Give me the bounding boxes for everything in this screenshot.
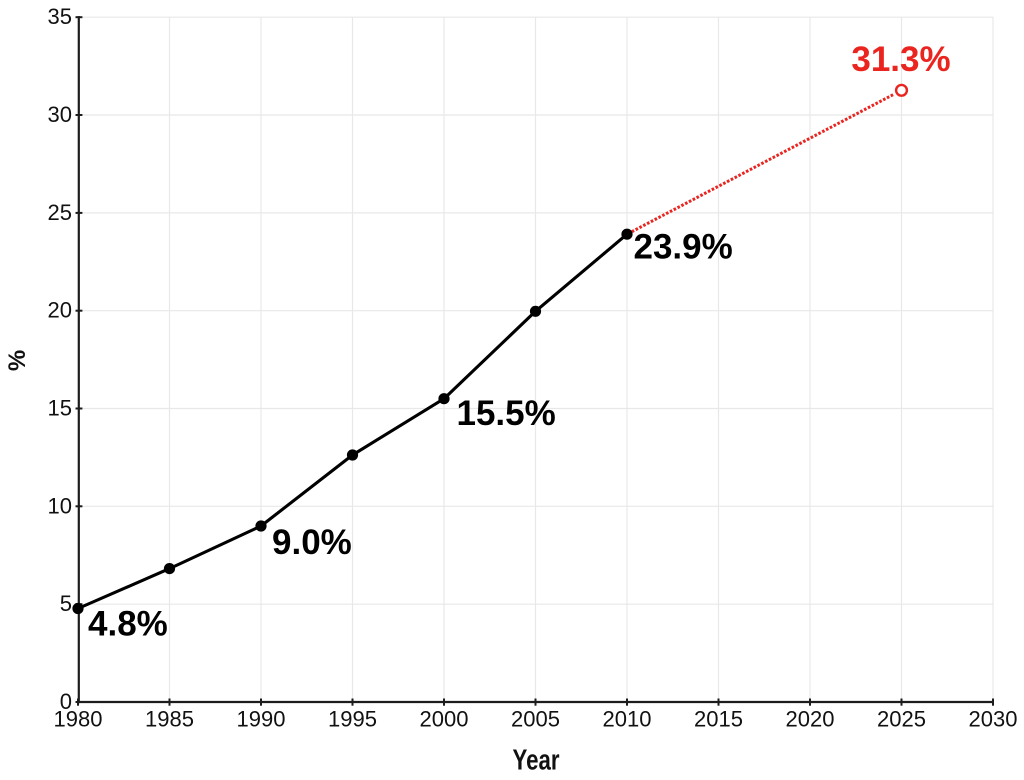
svg-text:2005: 2005 bbox=[511, 707, 560, 732]
svg-text:35: 35 bbox=[48, 4, 72, 29]
svg-text:2015: 2015 bbox=[694, 707, 743, 732]
svg-text:10: 10 bbox=[48, 493, 72, 518]
svg-text:0: 0 bbox=[60, 689, 72, 714]
svg-text:5: 5 bbox=[60, 591, 72, 616]
svg-text:31.3%: 31.3% bbox=[851, 40, 950, 79]
svg-text:2025: 2025 bbox=[877, 707, 926, 732]
svg-text:4.8%: 4.8% bbox=[88, 605, 168, 644]
svg-text:1990: 1990 bbox=[237, 707, 286, 732]
svg-text:15.5%: 15.5% bbox=[457, 394, 556, 433]
svg-text:25: 25 bbox=[48, 200, 72, 225]
svg-text:2010: 2010 bbox=[603, 707, 652, 732]
svg-text:2000: 2000 bbox=[420, 707, 469, 732]
svg-text:9.0%: 9.0% bbox=[272, 523, 352, 562]
svg-text:30: 30 bbox=[48, 102, 72, 127]
svg-text:20: 20 bbox=[48, 298, 72, 323]
svg-text:Year: Year bbox=[513, 745, 560, 777]
svg-text:1985: 1985 bbox=[145, 707, 194, 732]
svg-text:1980: 1980 bbox=[54, 707, 103, 732]
svg-text:1995: 1995 bbox=[328, 707, 377, 732]
svg-text:15: 15 bbox=[48, 396, 72, 421]
svg-text:2030: 2030 bbox=[969, 707, 1018, 732]
svg-text:2020: 2020 bbox=[786, 707, 835, 732]
svg-text:%: % bbox=[4, 350, 31, 371]
svg-text:23.9%: 23.9% bbox=[634, 228, 733, 267]
